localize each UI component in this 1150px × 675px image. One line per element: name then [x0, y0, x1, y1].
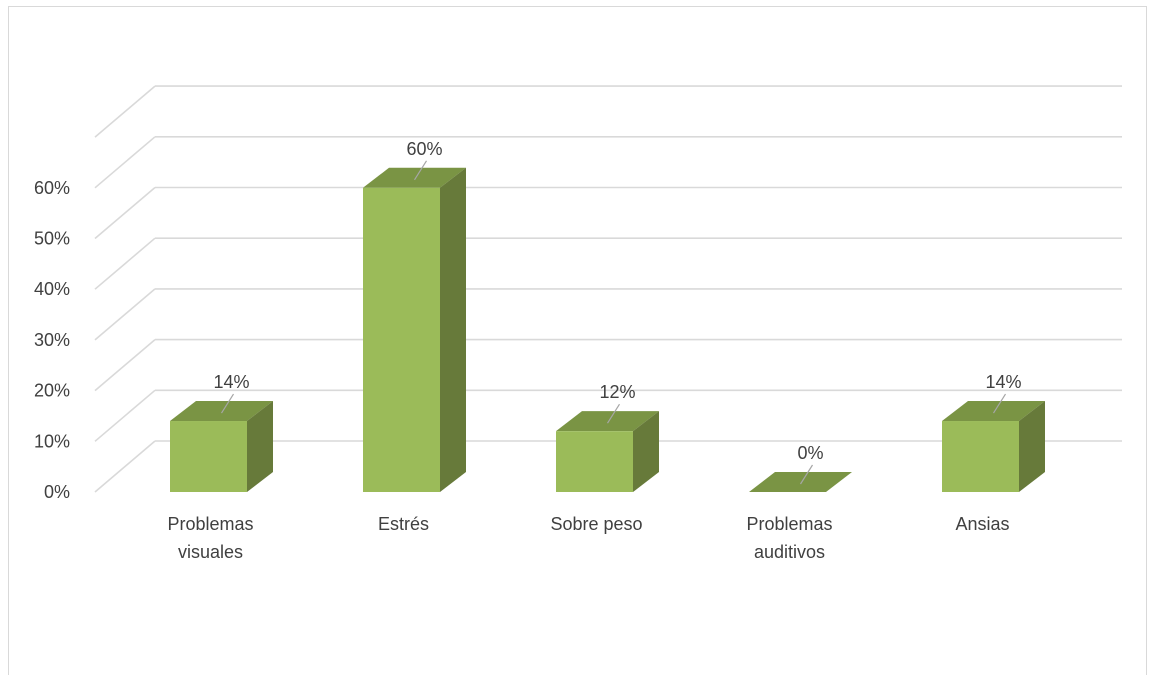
data-label: 0% — [797, 443, 823, 463]
chart-frame — [8, 6, 1147, 675]
data-label: 60% — [406, 139, 442, 159]
gridline-diagonal — [94, 85, 156, 138]
data-label: 14% — [985, 372, 1021, 392]
y-tick-label: 60% — [34, 178, 70, 198]
category-label: Ansias — [955, 514, 1009, 534]
bar-top — [363, 167, 466, 188]
bar-top — [170, 401, 273, 422]
category-label: Problemas — [746, 514, 832, 534]
bar-top — [749, 472, 852, 492]
bar-side — [1019, 401, 1045, 492]
bar — [556, 431, 633, 492]
gridline-diagonal — [94, 440, 156, 493]
data-label: 14% — [213, 372, 249, 392]
data-label-leader — [606, 403, 621, 424]
data-label-leader — [220, 393, 235, 414]
gridline-diagonal — [94, 136, 156, 189]
bar-top — [942, 401, 1045, 422]
gridline-diagonal — [94, 237, 156, 290]
gridline-diagonal — [94, 389, 156, 442]
y-tick-label: 0% — [44, 482, 70, 502]
data-label-leader — [413, 160, 428, 181]
category-label: Problemas — [167, 514, 253, 534]
y-tick-label: 50% — [34, 229, 70, 249]
gridline-diagonal — [94, 338, 156, 392]
y-tick-label: 20% — [34, 381, 70, 401]
bar-side — [633, 411, 659, 492]
bar-top — [556, 411, 659, 432]
gridline-diagonal — [94, 288, 156, 341]
y-tick-label: 40% — [34, 279, 70, 299]
category-label: auditivos — [754, 542, 825, 562]
category-label: Estrés — [378, 514, 429, 534]
data-label-leader — [992, 393, 1007, 414]
gridline-diagonal — [94, 186, 156, 240]
data-label-leader — [799, 464, 814, 485]
data-label: 12% — [599, 382, 635, 402]
category-label: Sobre peso — [550, 514, 642, 534]
bar-side — [247, 401, 273, 492]
bar-side — [440, 167, 466, 493]
bar — [170, 421, 247, 492]
bar — [363, 187, 440, 493]
category-label: visuales — [178, 542, 243, 562]
bar — [942, 421, 1019, 492]
y-tick-label: 30% — [34, 330, 70, 350]
y-tick-label: 10% — [34, 431, 70, 451]
